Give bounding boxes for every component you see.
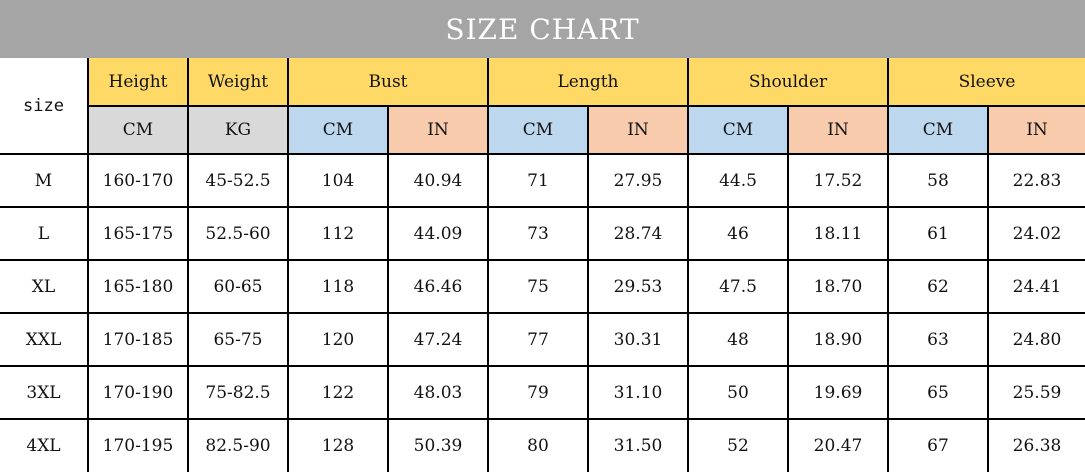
cell-bust-cm: 104 <box>287 153 389 208</box>
cell-shoulder-cm: 46 <box>687 206 789 261</box>
cell-sleeve-cm: 65 <box>887 365 989 420</box>
unit-length-in: IN <box>587 105 689 155</box>
cell-bust-in: 47.24 <box>387 312 489 367</box>
unit-sleeve-in: IN <box>987 105 1085 155</box>
cell-length-in: 27.95 <box>587 153 689 208</box>
cell-bust-cm: 118 <box>287 259 389 314</box>
cell-shoulder-cm: 47.5 <box>687 259 789 314</box>
cell-shoulder-cm: 50 <box>687 365 789 420</box>
cell-shoulder-in: 18.11 <box>787 206 889 261</box>
unit-shoulder-cm: CM <box>687 105 789 155</box>
cell-bust-in: 44.09 <box>387 206 489 261</box>
header-row-measures: size Height Weight Bust Length Shoulder … <box>0 58 1085 155</box>
cell-sleeve-cm: 62 <box>887 259 989 314</box>
size-cell: 4XL <box>0 418 89 472</box>
cell-bust-cm: 122 <box>287 365 389 420</box>
cell-length-in: 30.31 <box>587 312 689 367</box>
cell-shoulder-cm: 48 <box>687 312 789 367</box>
cell-sleeve-cm: 58 <box>887 153 989 208</box>
cell-shoulder-in: 20.47 <box>787 418 889 472</box>
header-length: Length <box>487 58 689 107</box>
cell-bust-cm: 120 <box>287 312 389 367</box>
cell-weight-kg: 52.5-60 <box>187 206 289 261</box>
table-row: M 160-170 45-52.5 104 40.94 71 27.95 44.5 17.52 5… <box>0 153 1085 208</box>
cell-weight-kg: 82.5-90 <box>187 418 289 472</box>
cell-length-cm: 80 <box>487 418 589 472</box>
cell-shoulder-cm: 52 <box>687 418 789 472</box>
cell-sleeve-in: 26.38 <box>987 418 1085 472</box>
cell-height-cm: 170-190 <box>87 365 189 420</box>
unit-height-cm: CM <box>87 105 189 155</box>
cell-length-cm: 73 <box>487 206 589 261</box>
cell-sleeve-in: 25.59 <box>987 365 1085 420</box>
cell-length-cm: 71 <box>487 153 589 208</box>
table-row: 3XL 170-190 75-82.5 122 48.03 79 31.10 50 19.69 6… <box>0 365 1085 420</box>
cell-bust-in: 40.94 <box>387 153 489 208</box>
cell-bust-in: 48.03 <box>387 365 489 420</box>
cell-length-cm: 75 <box>487 259 589 314</box>
cell-shoulder-in: 17.52 <box>787 153 889 208</box>
cell-shoulder-cm: 44.5 <box>687 153 789 208</box>
cell-height-cm: 165-175 <box>87 206 189 261</box>
header-bust: Bust <box>287 58 489 107</box>
cell-sleeve-in: 24.41 <box>987 259 1085 314</box>
cell-bust-cm: 128 <box>287 418 389 472</box>
unit-length-cm: CM <box>487 105 589 155</box>
header-sleeve: Sleeve <box>887 58 1085 107</box>
table-row: XL 165-180 60-65 118 46.46 75 29.53 47.5 18.70 62… <box>0 259 1085 314</box>
cell-sleeve-cm: 63 <box>887 312 989 367</box>
header-row-units: CM KG CM IN CM IN CM IN CM IN <box>0 105 1085 155</box>
cell-bust-in: 50.39 <box>387 418 489 472</box>
cell-sleeve-in: 24.02 <box>987 206 1085 261</box>
cell-length-in: 29.53 <box>587 259 689 314</box>
size-cell: M <box>0 153 89 208</box>
cell-height-cm: 170-185 <box>87 312 189 367</box>
unit-bust-in: IN <box>387 105 489 155</box>
cell-length-cm: 77 <box>487 312 589 367</box>
cell-weight-kg: 60-65 <box>187 259 289 314</box>
cell-shoulder-in: 18.90 <box>787 312 889 367</box>
cell-weight-kg: 65-75 <box>187 312 289 367</box>
cell-sleeve-cm: 61 <box>887 206 989 261</box>
unit-weight-kg: KG <box>187 105 289 155</box>
unit-sleeve-cm: CM <box>887 105 989 155</box>
size-cell: L <box>0 206 89 261</box>
cell-height-cm: 170-195 <box>87 418 189 472</box>
cell-sleeve-in: 24.80 <box>987 312 1085 367</box>
cell-height-cm: 160-170 <box>87 153 189 208</box>
header-weight: Weight <box>187 58 289 107</box>
table-row: XXL 170-185 65-75 120 47.24 77 30.31 48 18.90 63 2… <box>0 312 1085 367</box>
header-height: Height <box>87 58 189 107</box>
unit-bust-cm: CM <box>287 105 389 155</box>
cell-sleeve-in: 22.83 <box>987 153 1085 208</box>
cell-length-in: 31.50 <box>587 418 689 472</box>
cell-shoulder-in: 18.70 <box>787 259 889 314</box>
cell-length-in: 31.10 <box>587 365 689 420</box>
cell-bust-in: 46.46 <box>387 259 489 314</box>
cell-bust-cm: 112 <box>287 206 389 261</box>
size-chart-table: size Height Weight Bust Length Shoulder … <box>0 58 1085 472</box>
size-cell: XL <box>0 259 89 314</box>
header-shoulder: Shoulder <box>687 58 889 107</box>
cell-weight-kg: 75-82.5 <box>187 365 289 420</box>
size-cell: XXL <box>0 312 89 367</box>
unit-shoulder-in: IN <box>787 105 889 155</box>
cell-length-in: 28.74 <box>587 206 689 261</box>
cell-length-cm: 79 <box>487 365 589 420</box>
size-chart-title: SIZE CHART <box>0 0 1085 58</box>
cell-sleeve-cm: 67 <box>887 418 989 472</box>
size-cell: 3XL <box>0 365 89 420</box>
size-column-header: size <box>0 58 89 155</box>
table-row: 4XL 170-195 82.5-90 128 50.39 80 31.50 52 20.47 6… <box>0 418 1085 472</box>
cell-weight-kg: 45-52.5 <box>187 153 289 208</box>
cell-height-cm: 165-180 <box>87 259 189 314</box>
table-row: L 165-175 52.5-60 112 44.09 73 28.74 46 18.11 61 2… <box>0 206 1085 261</box>
cell-shoulder-in: 19.69 <box>787 365 889 420</box>
